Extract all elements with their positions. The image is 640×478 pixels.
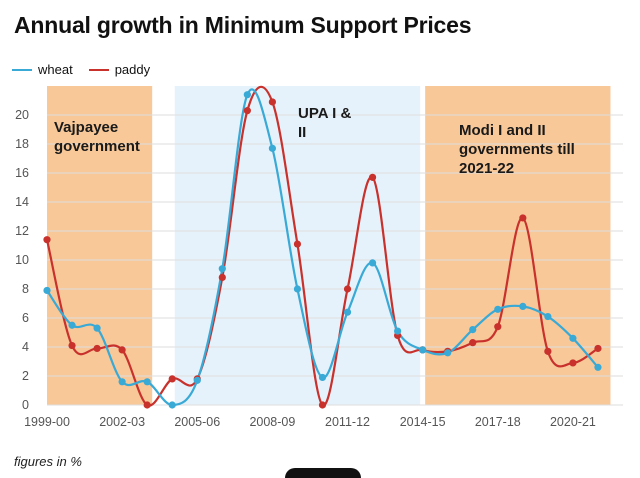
legend-swatch-wheat — [12, 68, 32, 71]
data-point-paddy[interactable] — [368, 173, 377, 181]
chart-title: Annual growth in Minimum Support Prices — [14, 12, 472, 38]
government-bands — [47, 86, 611, 405]
data-point-wheat[interactable] — [469, 326, 477, 334]
y-tick-label: 12 — [15, 224, 29, 238]
data-point-paddy[interactable] — [494, 323, 502, 331]
data-point-paddy[interactable] — [293, 240, 302, 248]
data-point-wheat[interactable] — [93, 324, 101, 332]
x-tick-label: 1999-00 — [24, 415, 70, 429]
data-point-wheat[interactable] — [293, 285, 302, 293]
data-point-paddy[interactable] — [469, 339, 477, 347]
y-tick-label: 18 — [15, 137, 29, 151]
data-point-wheat[interactable] — [218, 265, 226, 273]
data-point-paddy[interactable] — [318, 401, 327, 409]
data-point-wheat[interactable] — [368, 259, 377, 267]
data-point-wheat[interactable] — [243, 91, 251, 99]
y-tick-label: 4 — [22, 340, 29, 354]
data-point-paddy[interactable] — [569, 359, 577, 367]
data-point-paddy[interactable] — [594, 344, 602, 353]
y-tick-label: 6 — [22, 311, 29, 325]
band-0 — [47, 86, 153, 405]
data-point-wheat[interactable] — [318, 373, 327, 382]
data-point-paddy[interactable] — [343, 285, 352, 293]
x-axis: 1999-00 2002-03 2005-06 2008-09 2011-12 2014-… — [24, 415, 596, 429]
data-point-wheat[interactable] — [68, 321, 76, 329]
data-point-paddy[interactable] — [93, 344, 101, 353]
band-label-2: Modi I and II governments till 2021-22 — [459, 122, 575, 177]
data-point-wheat[interactable] — [519, 302, 527, 310]
data-point-wheat[interactable] — [594, 363, 602, 371]
data-point-wheat[interactable] — [43, 286, 51, 295]
legend-item-wheat[interactable]: wheat — [12, 62, 73, 77]
x-tick-label: 2014-15 — [400, 415, 446, 429]
data-point-paddy[interactable] — [68, 341, 76, 350]
data-point-paddy[interactable] — [218, 273, 226, 281]
x-tick-label: 2005-06 — [174, 415, 220, 429]
data-point-wheat[interactable] — [343, 308, 352, 316]
y-tick-label: 10 — [15, 253, 29, 267]
data-point-wheat[interactable] — [193, 376, 201, 384]
y-tick-label: 16 — [15, 166, 29, 180]
home-indicator — [285, 468, 361, 478]
legend-label-wheat: wheat — [38, 62, 73, 77]
footnote: figures in % — [14, 454, 82, 469]
y-tick-label: 20 — [15, 108, 29, 122]
data-point-wheat[interactable] — [569, 334, 577, 342]
data-point-paddy[interactable] — [544, 347, 552, 355]
data-point-paddy[interactable] — [143, 401, 151, 409]
data-point-wheat[interactable] — [394, 327, 402, 335]
legend: wheat paddy — [12, 62, 150, 77]
band-label-0: Vajpayee government — [54, 119, 140, 155]
data-point-paddy[interactable] — [168, 375, 176, 383]
data-point-wheat[interactable] — [143, 378, 151, 386]
y-tick-label: 2 — [22, 369, 29, 383]
data-point-wheat[interactable] — [494, 305, 502, 313]
x-tick-label: 2017-18 — [475, 415, 521, 429]
data-point-wheat[interactable] — [444, 349, 452, 357]
x-tick-label: 2008-09 — [249, 415, 295, 429]
y-axis: 0 2 4 6 8 10 12 14 16 18 20 — [15, 108, 29, 412]
data-point-wheat[interactable] — [268, 144, 276, 152]
legend-item-paddy[interactable]: paddy — [88, 62, 151, 77]
data-point-wheat[interactable] — [168, 401, 176, 409]
data-point-paddy[interactable] — [268, 98, 276, 106]
series-points — [43, 91, 602, 409]
band-labels: Vajpayee government UPA I & II Modi I and II… — [54, 105, 575, 177]
y-tick-label: 8 — [22, 282, 29, 296]
data-point-wheat[interactable] — [544, 312, 552, 321]
data-point-wheat[interactable] — [419, 346, 427, 354]
y-tick-label: 14 — [15, 195, 29, 209]
data-point-paddy[interactable] — [43, 236, 51, 244]
data-point-paddy[interactable] — [519, 214, 527, 222]
y-tick-label: 0 — [22, 398, 29, 412]
data-point-paddy[interactable] — [118, 346, 126, 354]
x-tick-label: 2011-12 — [325, 415, 370, 429]
data-point-paddy[interactable] — [243, 107, 251, 115]
legend-label-paddy: paddy — [114, 62, 151, 77]
band-2 — [425, 86, 611, 405]
x-tick-label: 2020-21 — [550, 415, 596, 429]
legend-swatch-paddy — [88, 68, 109, 71]
x-tick-label: 2002-03 — [99, 415, 145, 429]
data-point-wheat[interactable] — [118, 378, 126, 386]
band-label-1: UPA I & II — [298, 105, 352, 141]
